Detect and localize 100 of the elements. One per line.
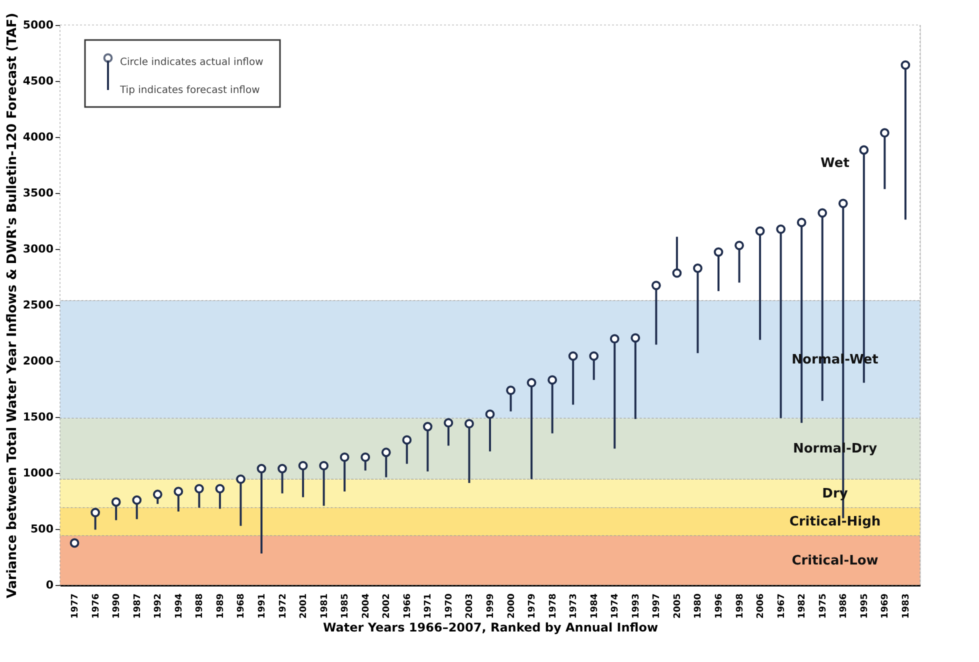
point [402, 435, 412, 445]
x-tick-label: 1982 [798, 594, 808, 619]
point [278, 464, 287, 474]
y-tick-label: 3000 [22, 242, 54, 256]
point [256, 464, 266, 474]
point [818, 208, 828, 218]
x-tick-label: 1967 [776, 594, 787, 619]
y-tick-label: 5000 [22, 18, 54, 32]
x-axis-title: Water Years 1966–2007, Ranked by Annual Inflow [322, 620, 658, 635]
y-tick-label: 4000 [22, 130, 54, 144]
x-tick-label: 1980 [694, 594, 704, 619]
x-tick-label: 2006 [756, 594, 766, 619]
legend-label: Circle indicates actual inflow [120, 57, 264, 68]
band-label: Critical-Low [792, 553, 878, 568]
y-axis-title: Variance between Total Water Year Inflows & DWR's Bulletin-120 Forecast (TAF) [4, 12, 20, 598]
point [111, 497, 121, 507]
point [215, 484, 225, 494]
x-tick-label: 1975 [818, 594, 828, 619]
point [444, 418, 454, 428]
y-tick-label: 1500 [22, 410, 54, 424]
point [485, 410, 495, 419]
point [548, 375, 558, 385]
x-tick-label: 1999 [486, 594, 496, 619]
point [360, 452, 370, 462]
point [796, 218, 806, 228]
point [630, 333, 640, 343]
point [651, 280, 661, 290]
x-tick-label: 1992 [154, 594, 164, 619]
x-tick-label: 1996 [714, 594, 724, 619]
point [568, 351, 578, 361]
x-tick-label: 1981 [320, 594, 330, 619]
x-tick-label: 2000 [506, 594, 517, 619]
point [900, 60, 910, 70]
x-tick-label: 1978 [548, 594, 558, 619]
point [714, 247, 724, 257]
point [589, 351, 599, 361]
x-tick-label: 1985 [340, 594, 351, 619]
x-tick-label: 1973 [569, 594, 580, 619]
point [526, 378, 536, 388]
x-tick-label: 1988 [195, 594, 206, 619]
point [70, 538, 80, 548]
y-tick-label: 4500 [22, 74, 54, 88]
x-tick-label: 1994 [174, 594, 184, 619]
annotation: Tip indicates forecast inflow [119, 85, 260, 96]
x-tick-label: 1990 [112, 594, 122, 619]
x-tick-label: 1984 [590, 594, 600, 619]
point [734, 240, 744, 250]
point [319, 461, 329, 470]
point [298, 461, 308, 470]
point [152, 490, 162, 500]
x-tick-label: 1979 [528, 594, 538, 619]
x-tick-label: 2002 [382, 594, 392, 619]
y-tick-label: 500 [30, 522, 54, 536]
x-tick-label: 1971 [424, 594, 434, 619]
x-tick-label: 1977 [70, 594, 81, 619]
x-tick-label: 1995 [860, 594, 870, 619]
point [132, 495, 142, 505]
x-tick-label: 1986 [839, 594, 850, 619]
point [464, 419, 474, 428]
y-tick-label: 2000 [22, 354, 54, 368]
x-tick-label: 1989 [216, 594, 226, 619]
x-tick-label: 1974 [610, 594, 621, 619]
x-tick-label: 1972 [278, 594, 288, 619]
x-tick-label: 2004 [361, 594, 372, 619]
x-tick-label: 1991 [258, 594, 268, 619]
point [174, 486, 184, 496]
x-tick-label: 2001 [299, 594, 310, 619]
point [859, 145, 869, 155]
x-tick-label: 1969 [880, 594, 891, 619]
point [90, 508, 100, 518]
y-tick-label: 2500 [22, 298, 54, 312]
band-label: Wet [820, 156, 850, 171]
x-tick-label: 2003 [465, 594, 476, 619]
point [381, 448, 391, 458]
y-tick-label: 1000 [22, 466, 54, 480]
x-tick-label: 1987 [132, 594, 143, 619]
band-label: Critical-High [789, 514, 881, 530]
x-tick-label: 2005 [672, 594, 683, 619]
point [880, 128, 890, 138]
point [672, 268, 682, 278]
x-tick-label: 1976 [91, 594, 102, 619]
x-tick-label: 1993 [631, 594, 642, 619]
point [693, 264, 702, 273]
point [340, 452, 350, 462]
x-tick-label: 1983 [901, 594, 912, 619]
y-tick-label: 3500 [22, 186, 54, 200]
y-tick-label: 0 [46, 578, 54, 592]
point [776, 224, 786, 234]
point [755, 226, 765, 236]
x-tick-label: 1997 [652, 594, 662, 619]
x-tick-label: 1998 [735, 594, 746, 619]
point [236, 474, 246, 484]
x-tick-label: 1970 [444, 594, 454, 619]
point [506, 386, 516, 396]
x-tick-label: 1966 [402, 594, 413, 619]
point [422, 422, 432, 432]
point [838, 198, 848, 208]
point [194, 484, 204, 494]
point [610, 334, 620, 344]
x-tick-label: 1968 [236, 594, 247, 619]
